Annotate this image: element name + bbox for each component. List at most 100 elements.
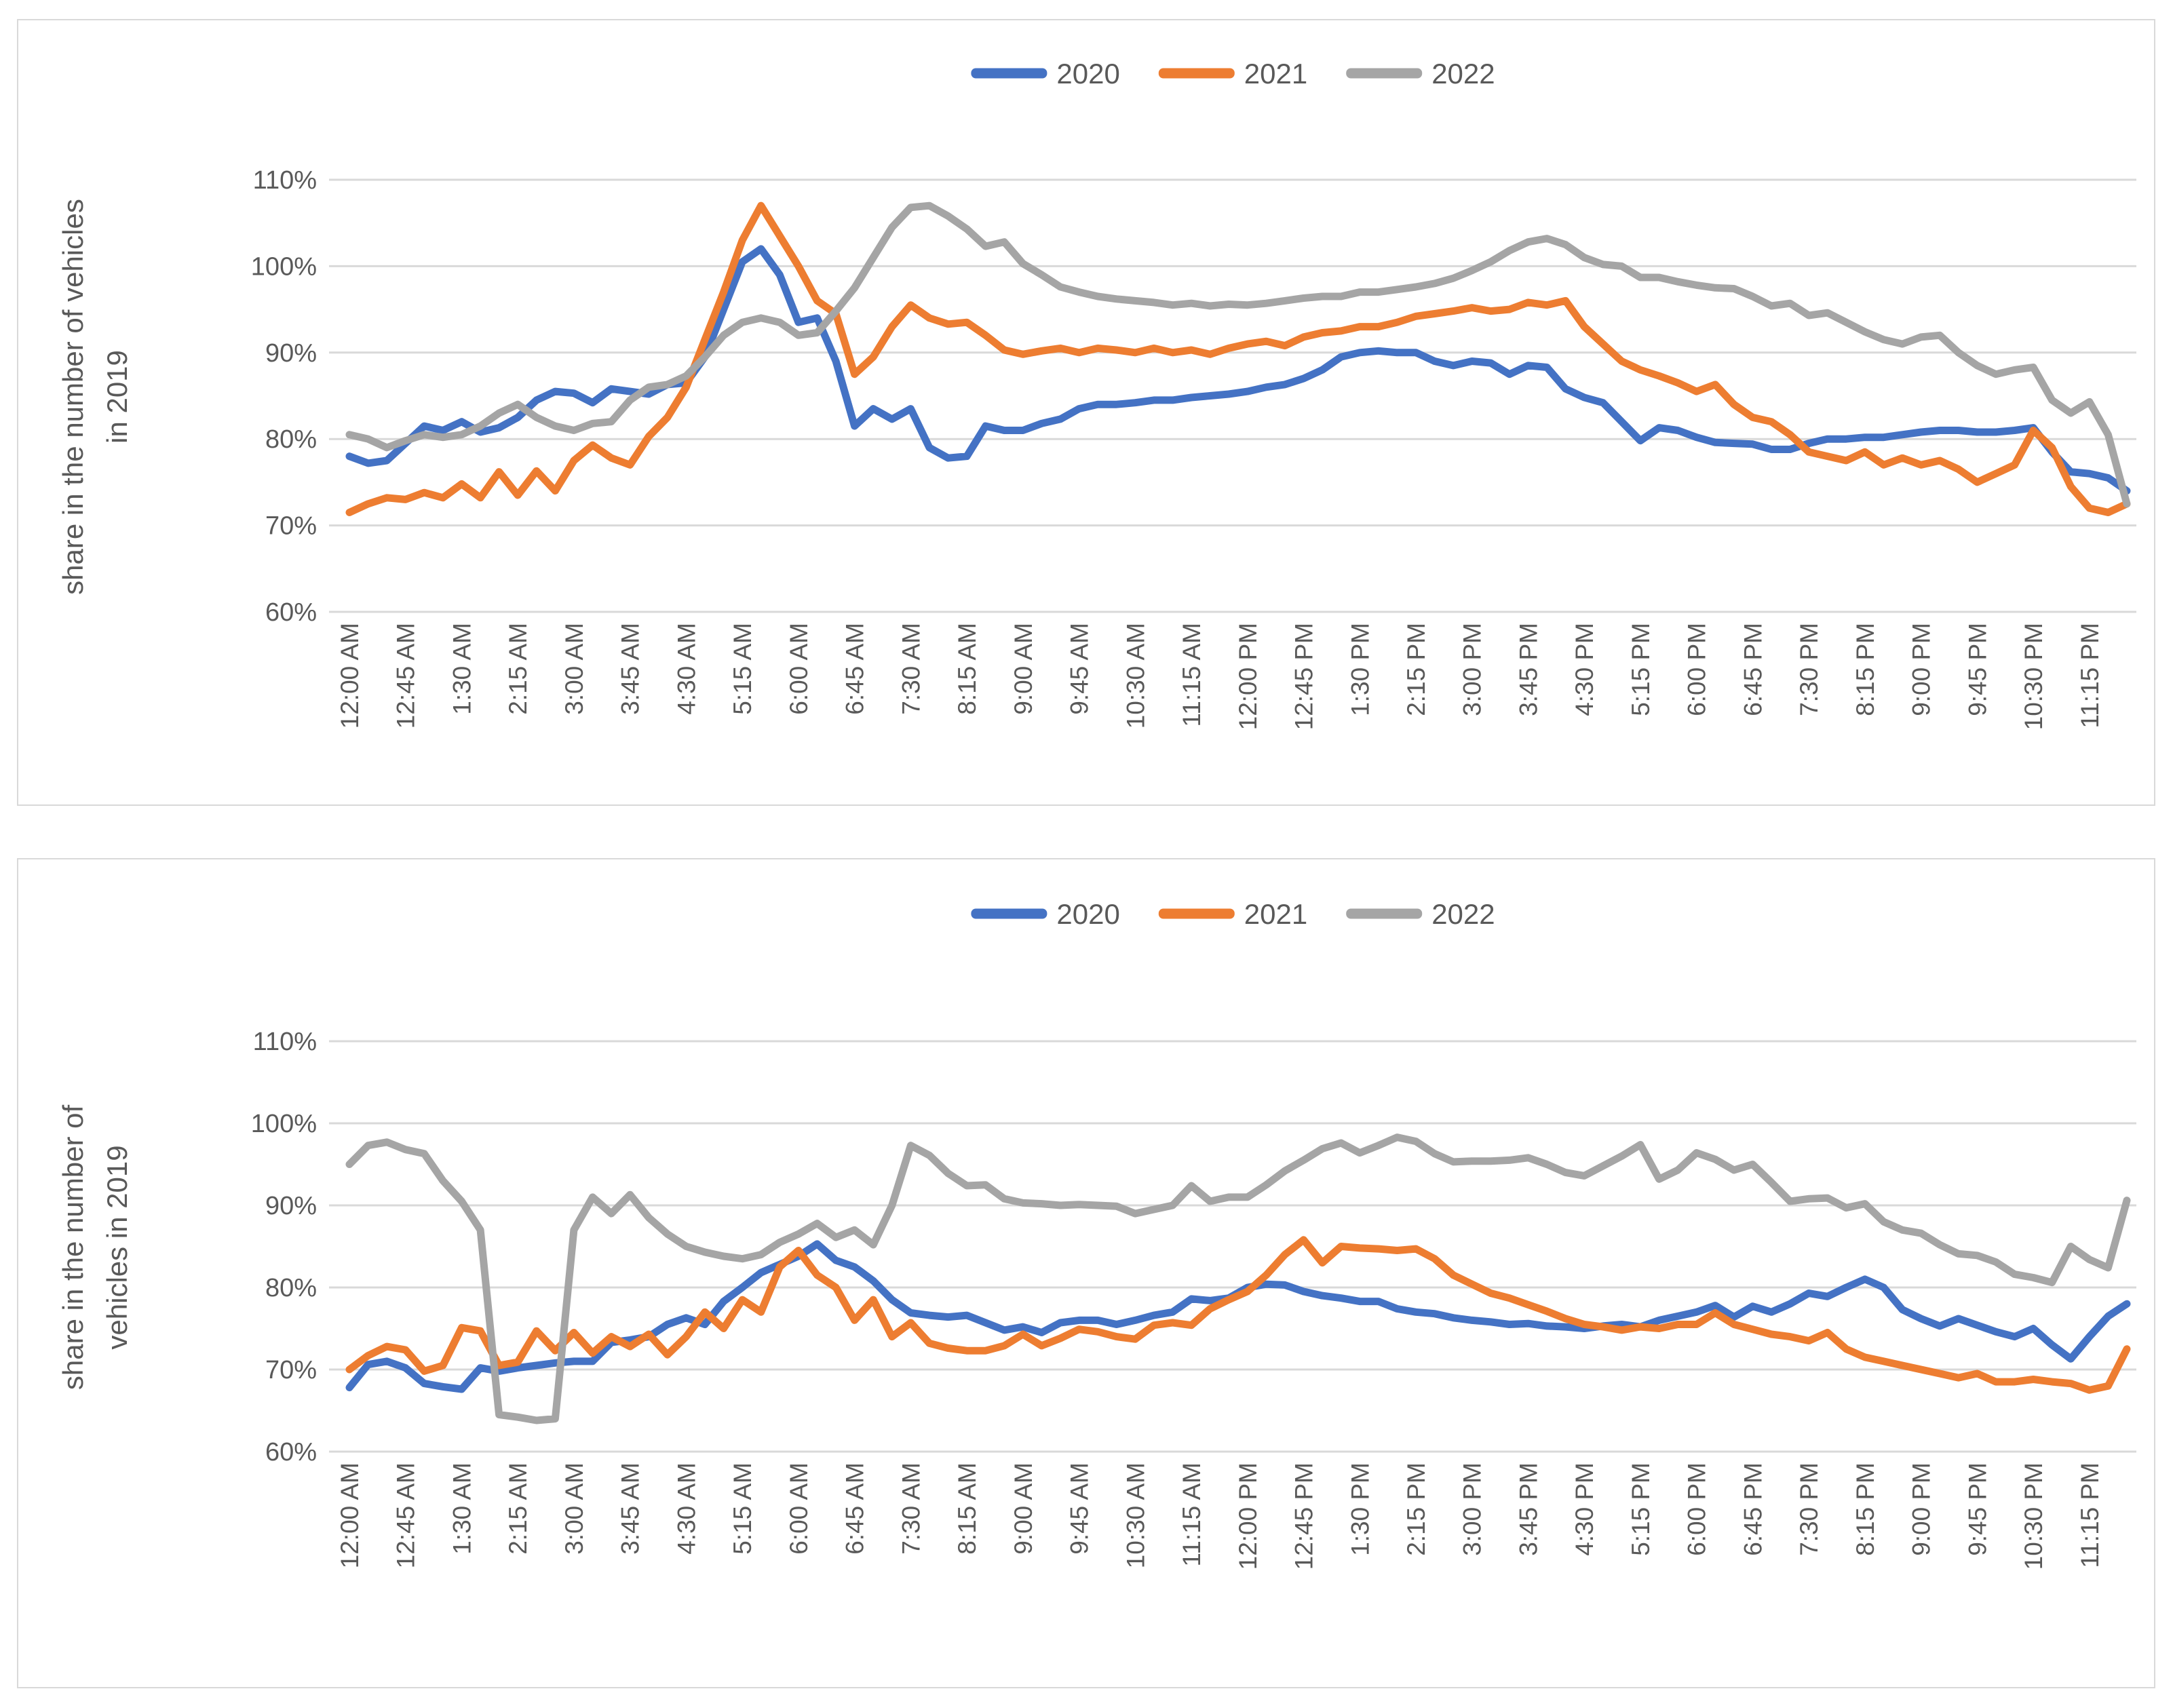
x-tick-label: 12:00 PM [1234,1462,1262,1570]
x-tick-label: 12:00 AM [336,623,364,729]
legend-label-2021: 2021 [1244,898,1307,930]
legend-label-2020: 2020 [1056,898,1119,930]
x-tick-label: 2:15 PM [1402,623,1430,716]
x-tick-label: 10:30 AM [1121,623,1149,729]
x-tick-label: 6:45 AM [841,1462,869,1555]
x-tick-label: 3:45 AM [617,623,645,715]
y-tick-label: 110% [253,1028,317,1056]
x-tick-label: 3:45 AM [617,1462,645,1555]
x-tick-label: 4:30 PM [1571,1462,1598,1556]
x-tick-label: 4:30 PM [1571,623,1598,716]
legend-marker-2022 [1346,68,1423,79]
x-tick-label: 9:45 AM [1066,1462,1094,1555]
x-tick-label: 4:30 AM [672,623,700,715]
x-tick-label: 12:45 PM [1290,1462,1318,1570]
y-tick-label: 70% [265,1356,317,1384]
x-tick-label: 1:30 AM [448,1462,476,1555]
x-tick-label: 9:45 PM [1963,623,1991,716]
x-tick-label: 2:15 AM [504,623,532,715]
x-tick-label: 8:15 PM [1851,1462,1879,1556]
x-tick-label: 1:30 PM [1346,623,1374,716]
y-tick-label: 90% [265,339,317,368]
x-tick-label: 10:30 PM [2020,623,2047,730]
x-tick-label: 6:45 PM [1739,1462,1767,1556]
legend-marker-2022 [1346,908,1423,919]
y-tick-label: 80% [265,425,317,454]
x-tick-label: 6:45 AM [841,623,869,715]
legend-label-2020: 2020 [1056,58,1119,90]
x-tick-label: 1:30 PM [1346,1462,1374,1556]
x-tick-label: 5:15 PM [1627,623,1655,716]
x-tick-label: 3:00 AM [560,623,588,715]
x-tick-label: 6:00 AM [785,623,813,715]
y-axis-title-line1: share in the number of [57,1105,89,1391]
x-tick-label: 12:45 AM [392,1462,420,1568]
series-2022-line [345,1133,2131,1424]
series-2021-line [345,201,2131,516]
legend-label-2021: 2021 [1244,58,1307,90]
y-tick-label: 70% [265,512,317,541]
x-tick-label: 5:15 AM [729,623,756,715]
x-tick-label: 10:30 PM [2020,1462,2047,1570]
x-tick-label: 10:30 AM [1121,1462,1149,1568]
x-tick-label: 8:15 PM [1851,623,1879,716]
legend-marker-2020 [971,68,1047,79]
x-tick-label: 9:00 PM [1908,623,1936,716]
x-tick-label: 7:30 PM [1795,1462,1823,1556]
x-tick-label: 4:30 AM [672,1462,700,1555]
x-tick-label: 9:00 AM [1009,623,1037,715]
x-tick-label: 7:30 AM [897,623,925,715]
legend-marker-2020 [971,908,1047,919]
x-tick-label: 9:00 AM [1009,1462,1037,1555]
y-tick-label: 100% [251,1110,317,1138]
x-tick-label: 9:45 AM [1066,623,1094,715]
chart-panel-bottom: 110% 100% 90% 80% 70% 60% 12:00 AM 12:45 AM 1:30… [17,858,2155,1688]
legend-marker-2021 [1158,68,1235,79]
x-tick-label: 6:00 PM [1683,623,1711,716]
x-tick-label: 7:30 AM [897,1462,925,1555]
x-tick-label: 6:00 PM [1683,1462,1711,1556]
x-tick-label: 6:00 AM [785,1462,813,1555]
y-tick-label: 90% [265,1192,317,1220]
x-tick-label: 11:15 PM [2076,1462,2104,1568]
y-tick-label: 110% [253,166,317,195]
x-tick-label: 3:00 AM [560,1462,588,1555]
x-tick-label: 12:45 AM [392,623,420,729]
legend-label-2022: 2022 [1431,58,1495,90]
x-tick-label: 11:15 AM [1178,623,1206,727]
line-chart-top: 110% 100% 90% 80% 70% 60% 12:00 AM 12:45 AM 1:30… [57,58,2136,730]
x-tick-label: 5:15 AM [729,1462,756,1555]
x-tick-label: 2:15 PM [1402,1462,1430,1556]
series-2021-line [345,1236,2131,1394]
x-tick-label: 7:30 PM [1795,623,1823,716]
x-tick-label: 2:15 AM [504,1462,532,1555]
x-tick-label: 1:30 AM [448,623,476,715]
x-tick-label: 9:00 PM [1908,1462,1936,1556]
chart-panel-top: 110% 100% 90% 80% 70% 60% 12:00 AM 12:45 AM 1:30… [17,19,2155,806]
x-tick-label: 11:15 AM [1178,1462,1206,1567]
legend-label-2022: 2022 [1431,898,1495,930]
x-tick-label: 3:45 PM [1514,623,1542,716]
x-tick-label: 11:15 PM [2076,623,2104,729]
x-tick-label: 3:45 PM [1514,1462,1542,1556]
x-tick-label: 12:00 PM [1234,623,1262,730]
series-2022-line [345,201,2131,508]
x-tick-label: 3:00 PM [1459,1462,1486,1556]
x-tick-label: 8:15 AM [953,1462,981,1555]
x-tick-label: 12:45 PM [1290,623,1318,730]
y-axis-title-line2: in 2019 [101,350,133,444]
y-axis-title-line2: vehicles in 2019 [101,1145,133,1349]
x-tick-label: 8:15 AM [953,623,981,715]
y-tick-label: 80% [265,1274,317,1302]
x-tick-label: 6:45 PM [1739,623,1767,716]
x-tick-label: 5:15 PM [1627,1462,1655,1556]
y-tick-label: 60% [265,598,317,627]
y-axis-title-line1: share in the number of vehicles [57,199,89,595]
legend-marker-2021 [1158,908,1235,919]
x-tick-label: 9:45 PM [1963,1462,1991,1556]
x-tick-label: 12:00 AM [336,1462,364,1568]
y-tick-label: 100% [251,252,317,281]
line-chart-bottom: 110% 100% 90% 80% 70% 60% 12:00 AM 12:45 AM 1:30… [57,898,2136,1570]
y-tick-label: 60% [265,1438,317,1467]
